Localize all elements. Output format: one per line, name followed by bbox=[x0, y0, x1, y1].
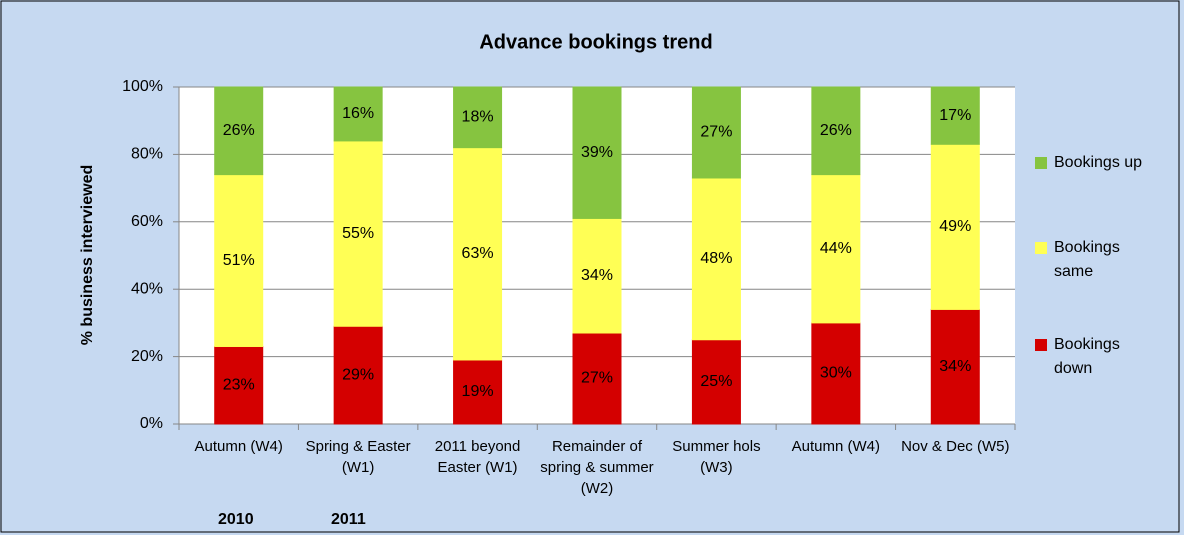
bar-segment bbox=[691, 177, 741, 341]
legend-label: Bookings up bbox=[1054, 154, 1143, 171]
bar-segment bbox=[333, 140, 383, 327]
data-label: 63% bbox=[462, 245, 494, 262]
bar-segment bbox=[214, 174, 264, 347]
data-label: 25% bbox=[700, 373, 732, 390]
data-label: 26% bbox=[223, 122, 255, 139]
chart-title: Advance bookings trend bbox=[479, 31, 712, 53]
bar-segment bbox=[214, 345, 264, 425]
bar-segment bbox=[333, 325, 383, 425]
x-tick-label: Remainder of spring & summer (W2) bbox=[540, 438, 654, 497]
bar-segment bbox=[453, 147, 503, 361]
y-tick-label: 40% bbox=[131, 280, 163, 297]
data-label: 39% bbox=[581, 144, 613, 161]
bar-segment bbox=[691, 339, 741, 425]
legend-label: Bookings down bbox=[1054, 336, 1120, 377]
y-tick-label: 0% bbox=[140, 415, 163, 432]
bar-segment bbox=[811, 322, 861, 425]
bar-segment bbox=[453, 359, 503, 425]
data-label: 19% bbox=[462, 383, 494, 400]
legend-swatch bbox=[1035, 157, 1047, 169]
x-tick-label: Autumn (W4) bbox=[791, 438, 881, 455]
annotation: 2010 bbox=[218, 511, 254, 528]
data-label: 34% bbox=[581, 267, 613, 284]
bar-segment bbox=[811, 86, 861, 176]
data-label: 29% bbox=[342, 366, 374, 383]
x-tick-label: Autumn (W4) bbox=[194, 438, 283, 455]
bar-segment bbox=[214, 86, 264, 176]
y-tick-label: 80% bbox=[131, 146, 163, 163]
data-label: 16% bbox=[342, 105, 374, 122]
data-label: 48% bbox=[700, 250, 732, 267]
y-tick-label: 100% bbox=[122, 78, 163, 95]
data-label: 34% bbox=[939, 358, 971, 375]
data-label: 18% bbox=[462, 109, 494, 126]
bar-segment bbox=[453, 86, 503, 149]
data-label: 30% bbox=[820, 365, 852, 382]
x-tick-label: Spring & Easter (W1) bbox=[305, 438, 411, 476]
data-label: 26% bbox=[820, 122, 852, 139]
x-tick-label: Summer hols (W3) bbox=[672, 438, 761, 476]
data-label: 44% bbox=[820, 240, 852, 257]
y-tick-label: 20% bbox=[131, 348, 163, 365]
data-label: 27% bbox=[700, 124, 732, 141]
legend-label: Bookings same bbox=[1054, 239, 1120, 280]
x-tick-label: Nov & Dec (W5) bbox=[901, 438, 1010, 455]
y-axis-label: % business interviewed bbox=[79, 165, 96, 346]
bar-segment bbox=[333, 86, 383, 142]
data-label: 51% bbox=[223, 252, 255, 269]
bar-segment bbox=[572, 217, 622, 334]
annotation: 2011 bbox=[331, 511, 366, 528]
bar-segment bbox=[811, 174, 861, 324]
data-label: 49% bbox=[939, 218, 971, 235]
bar-segment bbox=[930, 86, 980, 145]
legend-swatch bbox=[1035, 339, 1047, 351]
bar-segment bbox=[572, 332, 622, 425]
data-label: 23% bbox=[223, 376, 255, 393]
bar-segment bbox=[691, 86, 741, 179]
data-label: 55% bbox=[342, 225, 374, 242]
data-label: 27% bbox=[581, 370, 613, 387]
bar-segment bbox=[572, 86, 622, 219]
x-tick-label: 2011 beyond Easter (W1) bbox=[434, 438, 521, 476]
legend-swatch bbox=[1035, 242, 1047, 254]
y-tick-label: 60% bbox=[131, 213, 163, 230]
bar-segment bbox=[930, 308, 980, 425]
data-label: 17% bbox=[939, 107, 971, 124]
